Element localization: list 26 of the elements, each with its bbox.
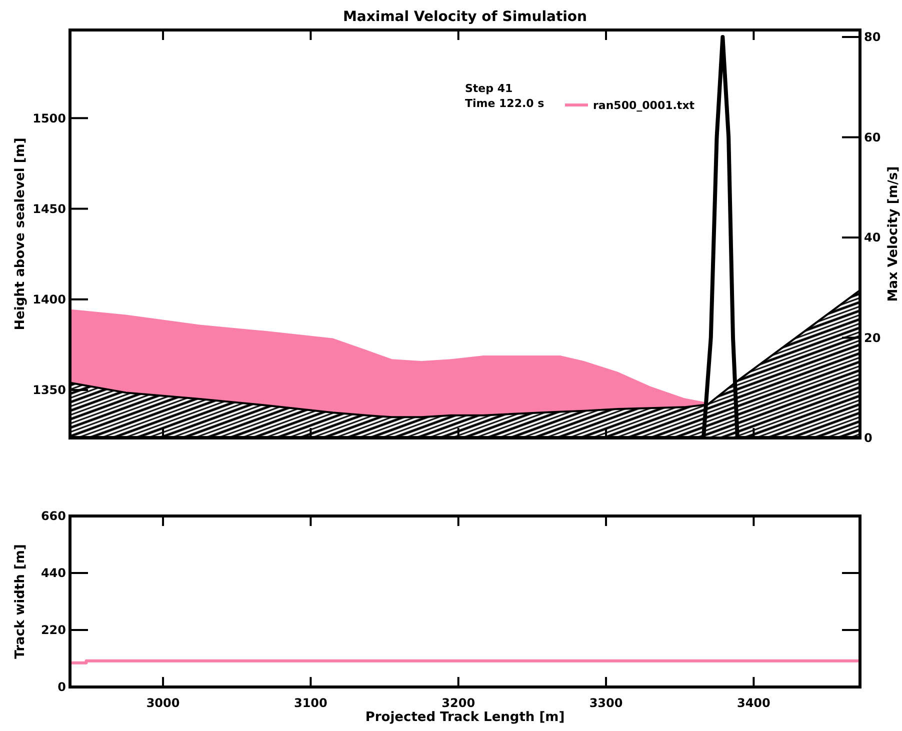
y-tick-label: 440 [40,566,66,580]
y-tick-label: 0 [58,680,66,694]
y-tick-label: 1350 [32,383,66,398]
legend-label: ran500_0001.txt [593,98,695,112]
y-tick-label: 1450 [32,202,66,216]
y-tick-label: 220 [40,623,66,638]
x-tick-label: 3400 [736,696,770,710]
y2-axis-title: Max Velocity [m/s] [886,166,901,302]
x-axis-title: Projected Track Length [m] [365,710,565,725]
y-axis-title: Height above sealevel [m] [13,138,28,330]
y-tick-label: 1500 [32,111,66,126]
y2-tick-label: 60 [864,130,881,144]
chart-title: Maximal Velocity of Simulation [342,9,588,25]
y2-tick-label: 20 [864,330,881,345]
annotation: Step 41 [465,82,513,95]
y-tick-label: 660 [40,509,66,524]
y2-tick-label: 40 [864,230,881,245]
y2-tick-label: 0 [864,431,872,446]
y-axis-title: Track width [m] [13,544,28,659]
y-tick-label: 1400 [32,292,66,307]
annotation: Time 122.0 s [465,97,545,110]
y2-tick-label: 80 [864,30,881,44]
x-tick-label: 3300 [589,696,623,710]
x-tick-label: 3200 [442,696,476,710]
x-tick-label: 3000 [146,696,180,710]
x-tick-label: 3100 [294,696,328,710]
